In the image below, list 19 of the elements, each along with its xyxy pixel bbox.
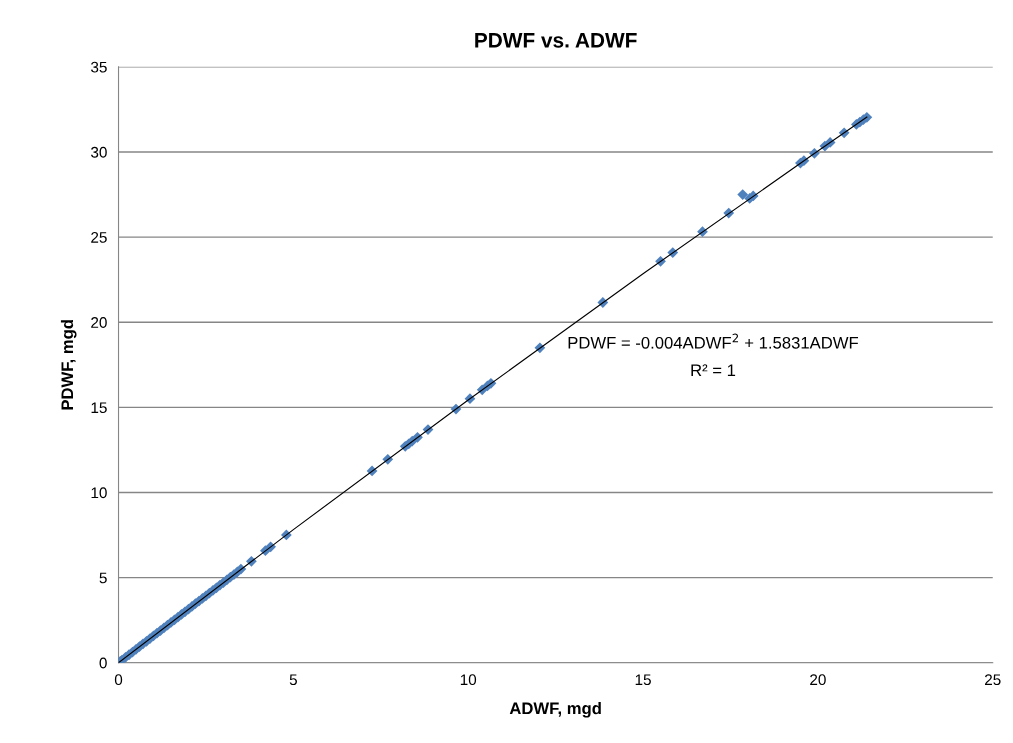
y-tick-label: 10: [91, 487, 107, 499]
annotation: PDWF = -0.004ADWF$^{2}$ + 1.5831ADWF: [568, 333, 859, 349]
x-axis-title: ADWF, mgd: [509, 702, 601, 718]
y-tick-label: 35: [91, 61, 107, 73]
x-tick-label: 20: [810, 674, 826, 686]
x-tick-label: 10: [460, 674, 477, 686]
y-tick-label: 15: [91, 402, 107, 414]
annotation: R² = 1: [691, 364, 736, 376]
chart-title: PDWF vs. ADWF: [475, 33, 637, 48]
y-axis-title: PDWF, mgd: [60, 320, 77, 410]
x-tick-label: 25: [985, 674, 1001, 686]
y-tick-label: 25: [91, 231, 107, 243]
x-tick-label: 0: [114, 674, 123, 686]
y-tick-label: 0: [99, 657, 107, 669]
y-tick-label: 30: [91, 146, 107, 158]
y-tick-label: 5: [99, 572, 107, 584]
x-tick-label: 5: [289, 674, 297, 686]
x-tick-label: 15: [635, 674, 651, 686]
y-tick-label: 20: [91, 317, 107, 328]
